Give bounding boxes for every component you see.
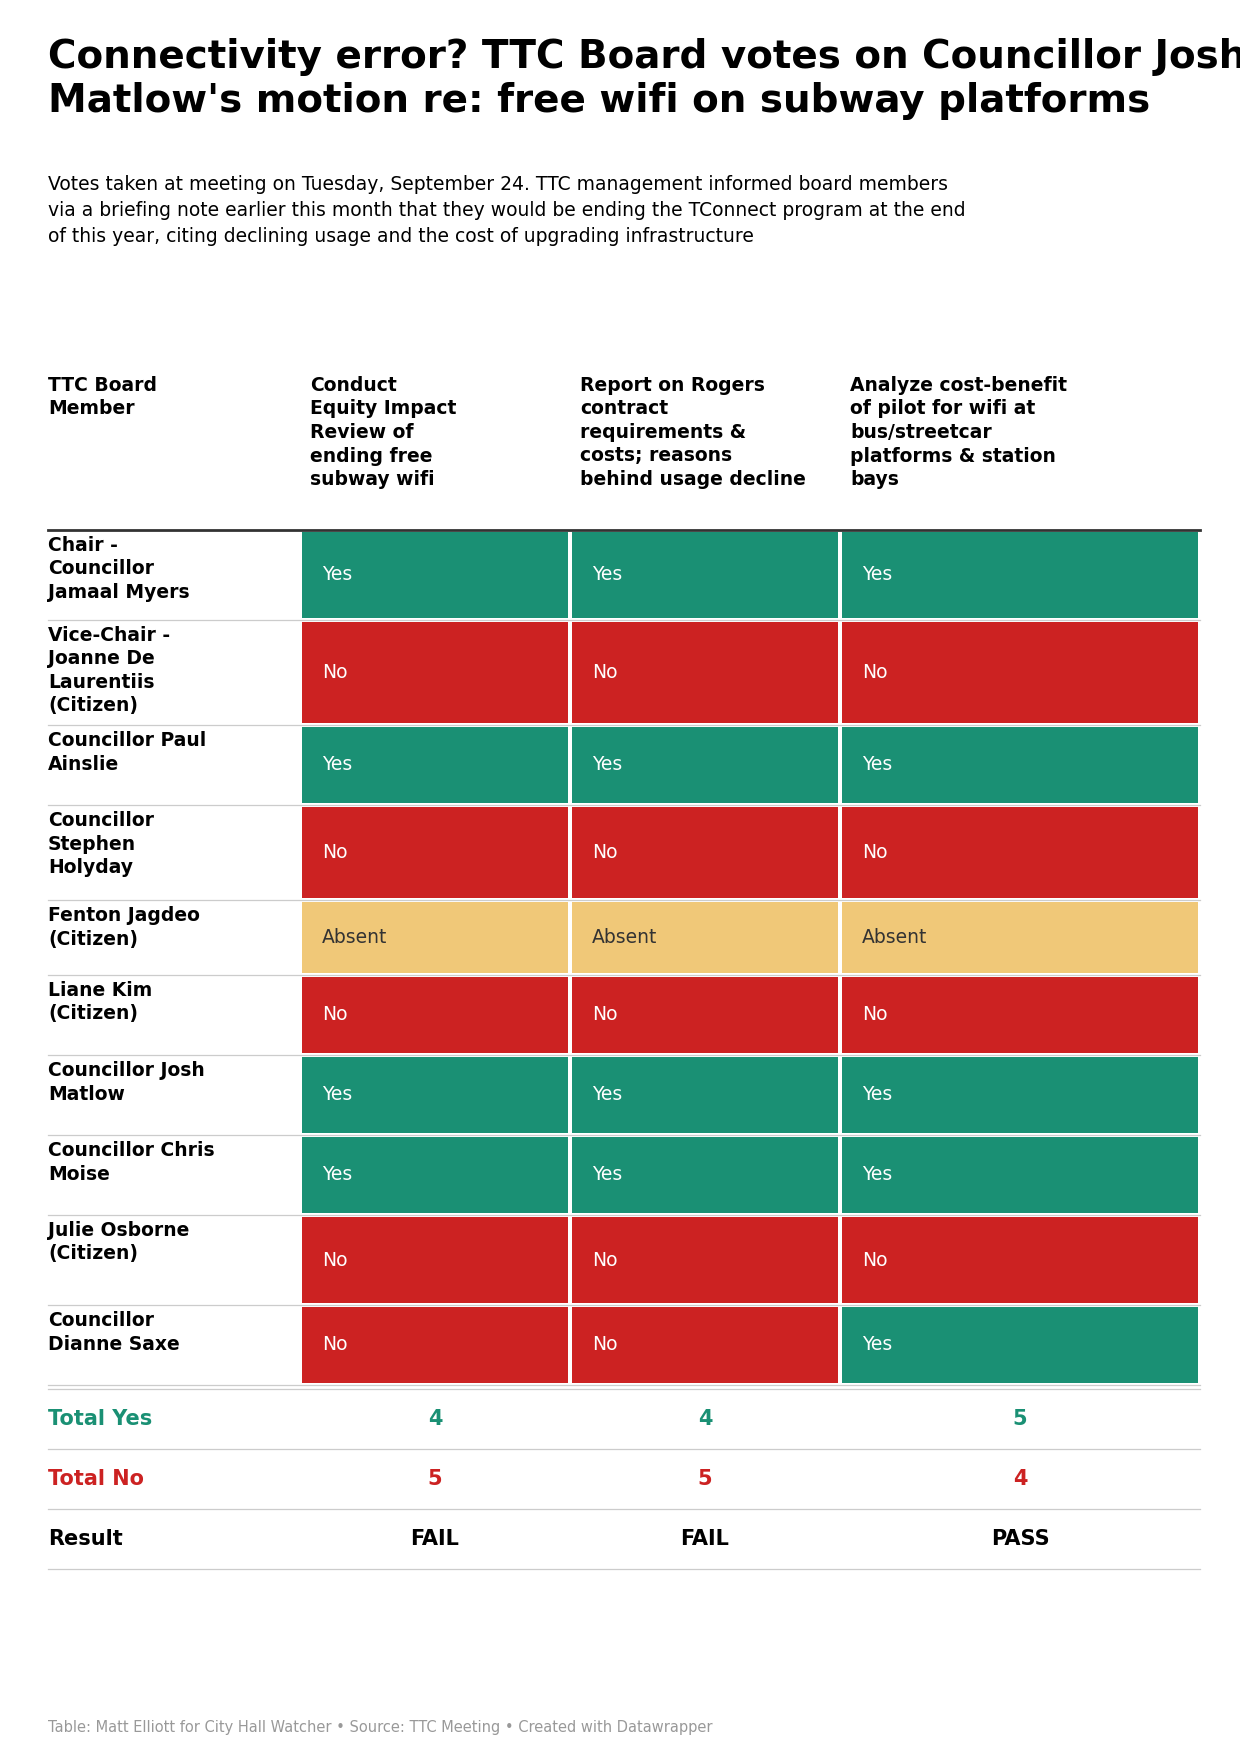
Text: No: No <box>862 663 888 682</box>
Text: Yes: Yes <box>322 1086 352 1105</box>
Bar <box>572 1058 838 1133</box>
Text: Yes: Yes <box>322 756 352 775</box>
Text: Conduct
Equity Impact
Review of
ending free
subway wifi: Conduct Equity Impact Review of ending f… <box>310 375 456 489</box>
Text: Yes: Yes <box>591 1165 622 1184</box>
Bar <box>842 902 1198 973</box>
Text: Yes: Yes <box>862 756 893 775</box>
Bar <box>303 1217 568 1303</box>
Bar <box>303 1058 568 1133</box>
Bar <box>572 1137 838 1214</box>
Bar <box>572 1307 838 1382</box>
Text: Councillor Josh
Matlow: Councillor Josh Matlow <box>48 1061 205 1103</box>
Text: Result: Result <box>48 1529 123 1549</box>
Bar <box>572 977 838 1052</box>
Text: Table: Matt Elliott for City Hall Watcher • Source: TTC Meeting • Created with D: Table: Matt Elliott for City Hall Watche… <box>48 1721 713 1735</box>
Bar <box>842 807 1198 898</box>
Bar <box>842 977 1198 1052</box>
Text: Total No: Total No <box>48 1470 144 1489</box>
Text: No: No <box>591 1005 618 1024</box>
Text: Connectivity error? TTC Board votes on Councillor Josh
Matlow's motion re: free : Connectivity error? TTC Board votes on C… <box>48 39 1240 119</box>
Text: 5: 5 <box>698 1470 712 1489</box>
Text: No: No <box>591 844 618 861</box>
Text: No: No <box>322 1335 347 1354</box>
Text: No: No <box>591 1335 618 1354</box>
Bar <box>572 623 838 723</box>
Text: Yes: Yes <box>322 1165 352 1184</box>
Text: 5: 5 <box>428 1470 443 1489</box>
Bar <box>842 1217 1198 1303</box>
Bar <box>842 1058 1198 1133</box>
Text: Fenton Jagdeo
(Citizen): Fenton Jagdeo (Citizen) <box>48 907 200 949</box>
Text: No: No <box>862 844 888 861</box>
Text: PASS: PASS <box>991 1529 1049 1549</box>
Bar <box>842 623 1198 723</box>
Text: Analyze cost-benefit
of pilot for wifi at
bus/streetcar
platforms & station
bays: Analyze cost-benefit of pilot for wifi a… <box>849 375 1066 489</box>
Bar <box>303 1137 568 1214</box>
Bar <box>303 807 568 898</box>
Text: FAIL: FAIL <box>410 1529 460 1549</box>
Text: No: No <box>591 1251 618 1270</box>
Bar <box>303 1307 568 1382</box>
Text: Absent: Absent <box>322 928 387 947</box>
Text: 5: 5 <box>1013 1408 1027 1430</box>
Text: Yes: Yes <box>862 1165 893 1184</box>
Text: No: No <box>322 663 347 682</box>
Bar <box>303 977 568 1052</box>
Bar <box>303 623 568 723</box>
Bar <box>572 1217 838 1303</box>
Text: Julie Osborne
(Citizen): Julie Osborne (Citizen) <box>48 1221 190 1263</box>
Text: Councillor Chris
Moise: Councillor Chris Moise <box>48 1142 215 1184</box>
Text: Total Yes: Total Yes <box>48 1408 153 1430</box>
Text: Councillor
Stephen
Holyday: Councillor Stephen Holyday <box>48 810 154 877</box>
Text: 4: 4 <box>1013 1470 1027 1489</box>
Bar <box>842 1137 1198 1214</box>
Text: TTC Board
Member: TTC Board Member <box>48 375 157 419</box>
Text: No: No <box>322 844 347 861</box>
Text: No: No <box>862 1251 888 1270</box>
Text: Vice-Chair -
Joanne De
Laurentiis
(Citizen): Vice-Chair - Joanne De Laurentiis (Citiz… <box>48 626 170 716</box>
Bar <box>572 902 838 973</box>
Text: Liane Kim
(Citizen): Liane Kim (Citizen) <box>48 980 153 1024</box>
Text: Absent: Absent <box>862 928 928 947</box>
Text: Yes: Yes <box>862 565 893 584</box>
Text: No: No <box>322 1251 347 1270</box>
Text: Absent: Absent <box>591 928 657 947</box>
Text: No: No <box>591 663 618 682</box>
Bar <box>572 807 838 898</box>
Text: 4: 4 <box>698 1408 712 1430</box>
Text: Yes: Yes <box>862 1086 893 1105</box>
Bar <box>842 1307 1198 1382</box>
Bar <box>572 726 838 803</box>
Text: Yes: Yes <box>862 1335 893 1354</box>
Text: FAIL: FAIL <box>681 1529 729 1549</box>
Text: Votes taken at meeting on Tuesday, September 24. TTC management informed board m: Votes taken at meeting on Tuesday, Septe… <box>48 175 966 246</box>
Text: Yes: Yes <box>322 565 352 584</box>
Bar <box>572 531 838 617</box>
Text: Report on Rogers
contract
requirements &
costs; reasons
behind usage decline: Report on Rogers contract requirements &… <box>580 375 806 489</box>
Text: 4: 4 <box>428 1408 443 1430</box>
Bar <box>842 531 1198 617</box>
Bar <box>303 902 568 973</box>
Text: No: No <box>322 1005 347 1024</box>
Bar <box>303 531 568 617</box>
Text: Chair -
Councillor
Jamaal Myers: Chair - Councillor Jamaal Myers <box>48 537 190 602</box>
Bar <box>842 726 1198 803</box>
Text: Yes: Yes <box>591 756 622 775</box>
Text: Councillor
Dianne Saxe: Councillor Dianne Saxe <box>48 1310 180 1354</box>
Bar <box>303 726 568 803</box>
Text: No: No <box>862 1005 888 1024</box>
Text: Yes: Yes <box>591 1086 622 1105</box>
Text: Councillor Paul
Ainslie: Councillor Paul Ainslie <box>48 731 206 774</box>
Text: Yes: Yes <box>591 565 622 584</box>
